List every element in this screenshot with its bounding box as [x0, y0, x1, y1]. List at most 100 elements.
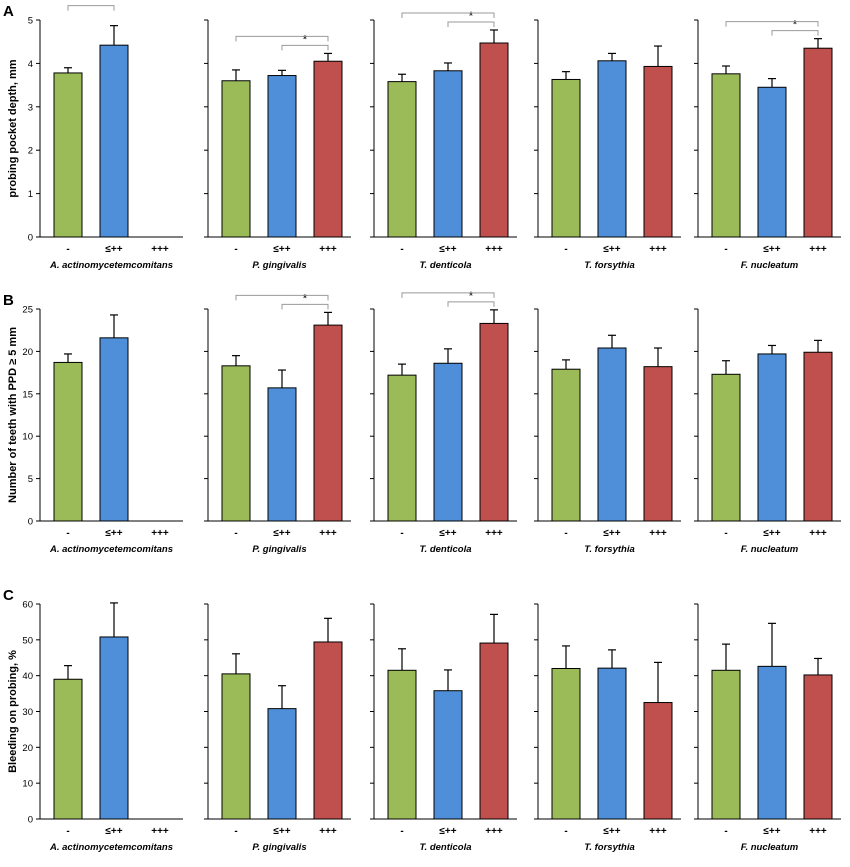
y-tick-label: 30 — [22, 707, 33, 718]
y-tick-label: 25 — [22, 305, 33, 316]
significance-star: * — [469, 9, 474, 23]
significance-bracket — [67, 5, 115, 11]
group-label: P. gingivalis — [252, 544, 306, 555]
panel-label: A — [3, 3, 14, 20]
category-label: ≤++ — [439, 826, 456, 837]
significance-bracket — [401, 292, 495, 298]
bar — [99, 44, 129, 238]
bar — [221, 80, 251, 238]
significance-star: * — [303, 291, 308, 305]
category-label: - — [564, 826, 567, 837]
category-label: - — [400, 826, 403, 837]
category-label: - — [724, 528, 727, 539]
bar — [221, 365, 251, 522]
y-tick-label: 5 — [28, 474, 33, 485]
bar — [597, 60, 627, 238]
y-tick-label: 20 — [22, 347, 33, 358]
bar-group: - ≤++ +++ T. denticola * — [370, 9, 517, 271]
bar — [433, 362, 463, 522]
category-label: - — [564, 244, 567, 255]
bar-group: - ≤++ +++ T. denticola * — [370, 289, 517, 555]
bar — [597, 347, 627, 522]
bar — [643, 65, 673, 238]
bar — [53, 72, 83, 238]
category-label: - — [66, 528, 69, 539]
bar — [53, 361, 83, 522]
category-label: +++ — [485, 244, 503, 255]
category-label: ≤++ — [105, 244, 122, 255]
bar — [99, 337, 129, 522]
category-label: - — [400, 244, 403, 255]
category-label: ≤++ — [273, 528, 290, 539]
y-tick-label: 50 — [22, 635, 33, 646]
group-label: T. forsythia — [584, 544, 635, 555]
bar — [433, 690, 463, 820]
bar-group: - ≤++ +++ T. forsythia — [534, 19, 681, 271]
panel-label: C — [3, 587, 14, 604]
bar — [551, 78, 581, 238]
category-label: ≤++ — [273, 826, 290, 837]
category-label: +++ — [809, 528, 827, 539]
group-label: A. actinomycetemcomitans — [49, 842, 173, 853]
bar — [479, 322, 509, 522]
group-label: T. forsythia — [584, 842, 635, 853]
bar — [221, 673, 251, 820]
bar-group: - ≤++ +++ P. gingivalis — [204, 603, 351, 853]
bar — [479, 642, 509, 820]
category-label: - — [234, 826, 237, 837]
y-tick-label: 10 — [22, 779, 33, 790]
category-label: ≤++ — [105, 528, 122, 539]
bar — [643, 702, 673, 820]
y-tick-label: 40 — [22, 671, 33, 682]
bar-group: - ≤++ +++ F. nucleatum * — [694, 18, 841, 271]
bar — [387, 669, 417, 820]
significance-star: * — [89, 0, 94, 7]
bar — [313, 641, 343, 820]
category-label: +++ — [319, 528, 337, 539]
y-tick-label: 15 — [22, 389, 33, 400]
significance-star: * — [303, 32, 308, 46]
bar — [711, 669, 741, 820]
category-label: ≤++ — [273, 244, 290, 255]
bar-group: - ≤++ +++ F. nucleatum — [694, 308, 841, 555]
category-label: ≤++ — [603, 528, 620, 539]
bar-group: - ≤++ +++ F. nucleatum — [694, 603, 841, 853]
significance-bracket — [281, 303, 329, 310]
y-tick-label: 0 — [28, 517, 33, 528]
y-tick-label: 3 — [28, 102, 33, 113]
bar — [313, 60, 343, 238]
group-label: T. denticola — [419, 842, 471, 853]
significance-bracket — [447, 301, 495, 307]
category-label: ≤++ — [439, 528, 456, 539]
bar — [267, 387, 297, 522]
bar — [53, 678, 83, 820]
category-label: +++ — [485, 528, 503, 539]
category-label: - — [234, 528, 237, 539]
bar-group: - ≤++ +++ T. denticola — [370, 603, 517, 853]
panel-c: C Bleeding on probing, % 0 10 20 30 40 50 60 - ≤++… — [3, 587, 841, 853]
category-label: ≤++ — [603, 826, 620, 837]
bar-group: - ≤++ +++ P. gingivalis * — [204, 291, 351, 555]
category-label: - — [400, 528, 403, 539]
y-tick-label: 0 — [28, 815, 33, 826]
category-label: +++ — [151, 528, 169, 539]
category-label: +++ — [151, 826, 169, 837]
bar — [551, 668, 581, 820]
category-label: ≤++ — [763, 826, 780, 837]
panel-label: B — [3, 292, 14, 309]
group-label: F. nucleatum — [741, 544, 799, 555]
significance-star: * — [469, 289, 474, 303]
group-label: F. nucleatum — [741, 260, 799, 271]
bar — [99, 636, 129, 820]
y-tick-label: 2 — [28, 146, 33, 157]
category-label: - — [66, 826, 69, 837]
significance-bracket — [401, 12, 495, 18]
category-label: ≤++ — [105, 826, 122, 837]
significance-bracket — [235, 294, 329, 301]
significance-bracket — [725, 21, 819, 27]
bar — [803, 674, 833, 820]
bar — [757, 665, 787, 820]
bar — [267, 708, 297, 820]
category-label: +++ — [485, 826, 503, 837]
